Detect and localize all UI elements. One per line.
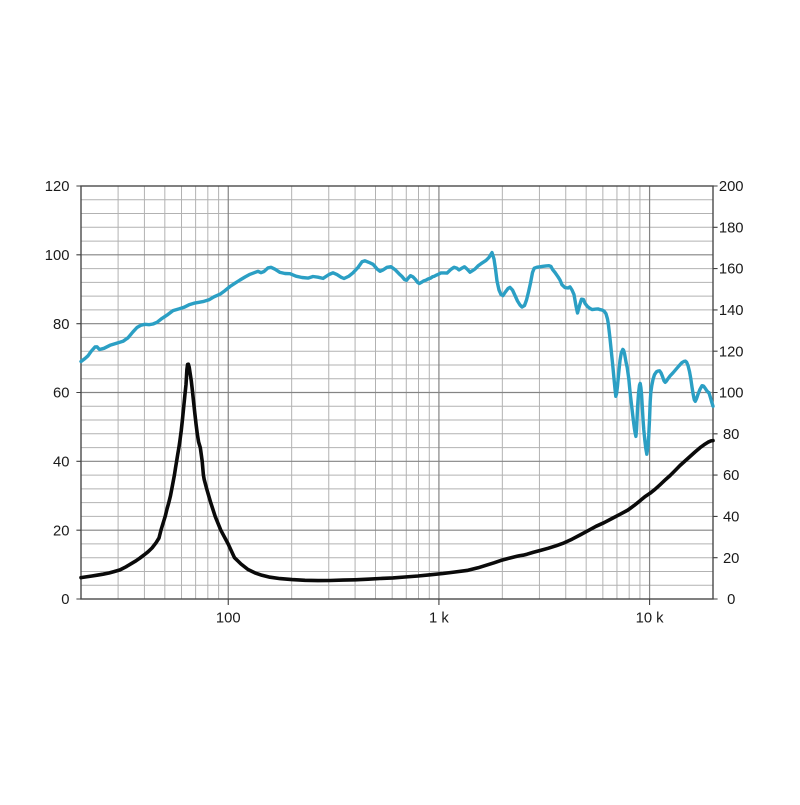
svg-text:20: 20: [723, 551, 739, 567]
svg-text:40: 40: [723, 510, 739, 526]
svg-text:120: 120: [719, 344, 744, 360]
svg-text:100: 100: [45, 248, 70, 264]
svg-text:180: 180: [719, 220, 744, 236]
svg-text:60: 60: [53, 386, 69, 402]
svg-text:100: 100: [719, 386, 744, 402]
svg-text:100: 100: [216, 611, 241, 627]
svg-text:80: 80: [53, 317, 69, 333]
svg-text:120: 120: [45, 179, 70, 195]
svg-text:160: 160: [719, 262, 744, 278]
svg-text:0: 0: [61, 592, 69, 608]
svg-text:40: 40: [53, 454, 69, 470]
svg-text:80: 80: [723, 427, 739, 443]
svg-text:0: 0: [727, 592, 735, 608]
svg-text:200: 200: [719, 179, 744, 195]
svg-text:10 k: 10 k: [636, 611, 665, 627]
svg-text:60: 60: [723, 468, 739, 484]
svg-text:140: 140: [719, 303, 744, 319]
svg-text:1 k: 1 k: [429, 611, 449, 627]
svg-text:20: 20: [53, 523, 69, 539]
